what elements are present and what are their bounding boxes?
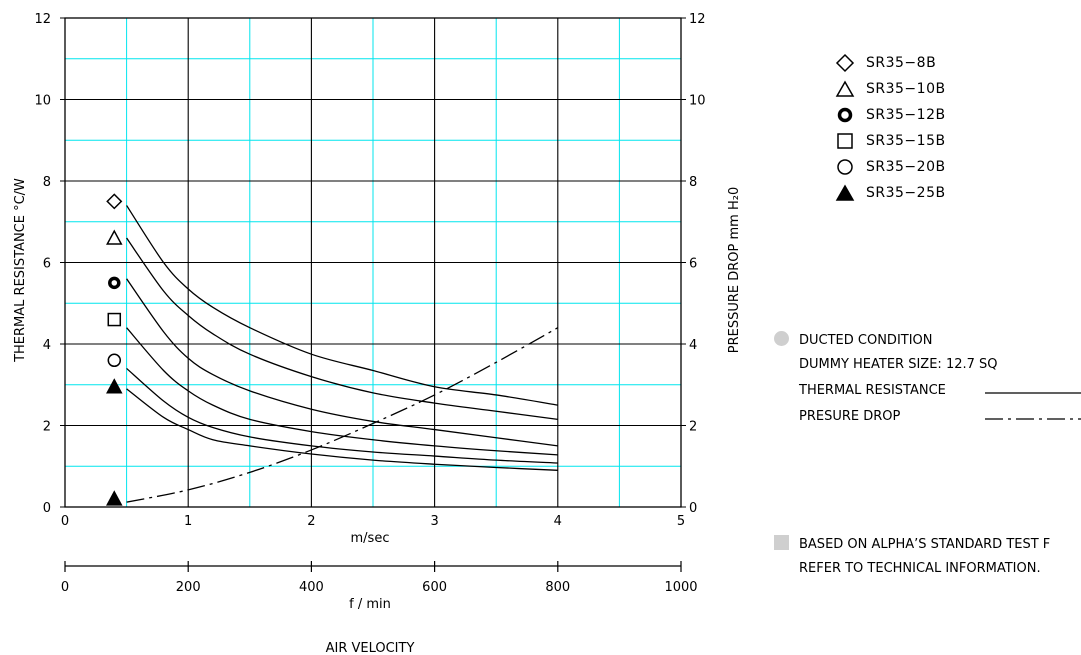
series-line	[126, 388, 558, 471]
series-line	[126, 237, 558, 421]
y-tick-label: 6	[43, 257, 51, 272]
legend-item: SR35−8B	[834, 50, 946, 76]
square-icon	[837, 133, 853, 149]
secondary-x-tick-label: 600	[422, 580, 447, 595]
dashdot-line-key-icon	[985, 418, 1081, 420]
secondary-x-tick-label: 400	[299, 580, 324, 595]
y-tick-label: 0	[43, 501, 51, 516]
legend-item: SR35−15B	[834, 128, 946, 154]
series-marker	[106, 229, 123, 245]
series-line	[126, 278, 558, 447]
y-tick-label: 4	[43, 338, 51, 353]
axis-title: AIR VELOCITY	[326, 641, 415, 655]
secondary-x-tick-label: 800	[545, 580, 570, 595]
filled-triangle-icon	[835, 184, 855, 201]
legend-item: SR35−25B	[834, 180, 946, 206]
secondary-x-axis: 0 200 400 600 800 1000	[61, 561, 698, 595]
secondary-x-tick-label: 1000	[664, 580, 697, 595]
y-right-tick-label: 8	[689, 175, 697, 190]
circle-icon	[837, 159, 853, 175]
x-tick-label: 2	[307, 514, 315, 529]
legend-label: SR35−15B	[866, 133, 946, 149]
series-marker	[107, 353, 122, 368]
pressure-drop-marker	[106, 490, 123, 506]
thermal-resistance-curves	[126, 205, 559, 503]
legend: SR35−8B SR35−10B SR35−12B SR35−15B SR35−…	[834, 50, 946, 206]
solid-line-key-icon	[985, 392, 1081, 394]
y-right-tick-label: 0	[689, 501, 697, 516]
y-tick-label: 10	[34, 94, 51, 109]
series-line	[126, 367, 558, 464]
bold-circle-icon	[837, 107, 853, 123]
y-axis-label: THERMAL RESISTANCE °C/W	[13, 178, 28, 363]
legend-label: SR35−25B	[866, 185, 946, 201]
thermal-resistance-key: THERMAL RESISTANCE	[799, 383, 946, 398]
legend-label: SR35−10B	[866, 81, 946, 97]
ducted-condition-note: DUCTED CONDITION	[774, 331, 933, 348]
secondary-x-tick-label: 200	[176, 580, 201, 595]
legend-item: SR35−20B	[834, 154, 946, 180]
y-right-tick-label: 4	[689, 338, 697, 353]
x-tick-label: 0	[61, 514, 69, 529]
y-right-tick-label: 12	[689, 12, 706, 27]
square-bullet-icon	[774, 535, 789, 550]
pressure-drop-line	[126, 327, 559, 503]
technical-info-note: REFER TO TECHNICAL INFORMATION.	[799, 561, 1041, 576]
y-right-tick-label: 6	[689, 257, 697, 272]
standard-test-note: BASED ON ALPHA’S STANDARD TEST F	[774, 535, 1050, 552]
x-axis-label: m/sec	[351, 531, 390, 546]
triangle-icon	[835, 80, 855, 97]
secondary-x-tick-label: 0	[61, 580, 69, 595]
series-marker	[107, 312, 122, 327]
circle-bullet-icon	[774, 331, 789, 346]
y-axis-right-label: PRESSURE DROP mm H₂0	[727, 187, 742, 353]
pressure-drop-key: PRESURE DROP	[799, 409, 901, 424]
legend-item: SR35−12B	[834, 102, 946, 128]
series-marker	[108, 276, 121, 290]
x-tick-label: 3	[430, 514, 438, 529]
heater-size-note: DUMMY HEATER SIZE: 12.7 SQ	[799, 357, 998, 372]
series-marker	[106, 193, 123, 210]
series-line	[126, 327, 558, 456]
x-tick-label: 5	[677, 514, 685, 529]
y-right-tick-label: 2	[689, 420, 697, 435]
y-right-tick-label: 10	[689, 94, 706, 109]
legend-label: SR35−20B	[866, 159, 946, 175]
y-tick-label: 12	[34, 12, 51, 27]
series-markers	[106, 193, 123, 506]
y-tick-label: 2	[43, 420, 51, 435]
diamond-icon	[835, 53, 855, 73]
x-axis-secondary-label: f / min	[349, 597, 391, 612]
series-line	[126, 205, 558, 406]
y-tick-label: 8	[43, 175, 51, 190]
grid	[60, 17, 686, 508]
legend-item: SR35−10B	[834, 76, 946, 102]
series-marker	[106, 378, 123, 394]
legend-label: SR35−8B	[866, 55, 937, 71]
x-tick-label: 4	[554, 514, 562, 529]
x-tick-label: 1	[184, 514, 192, 529]
legend-label: SR35−12B	[866, 107, 946, 123]
